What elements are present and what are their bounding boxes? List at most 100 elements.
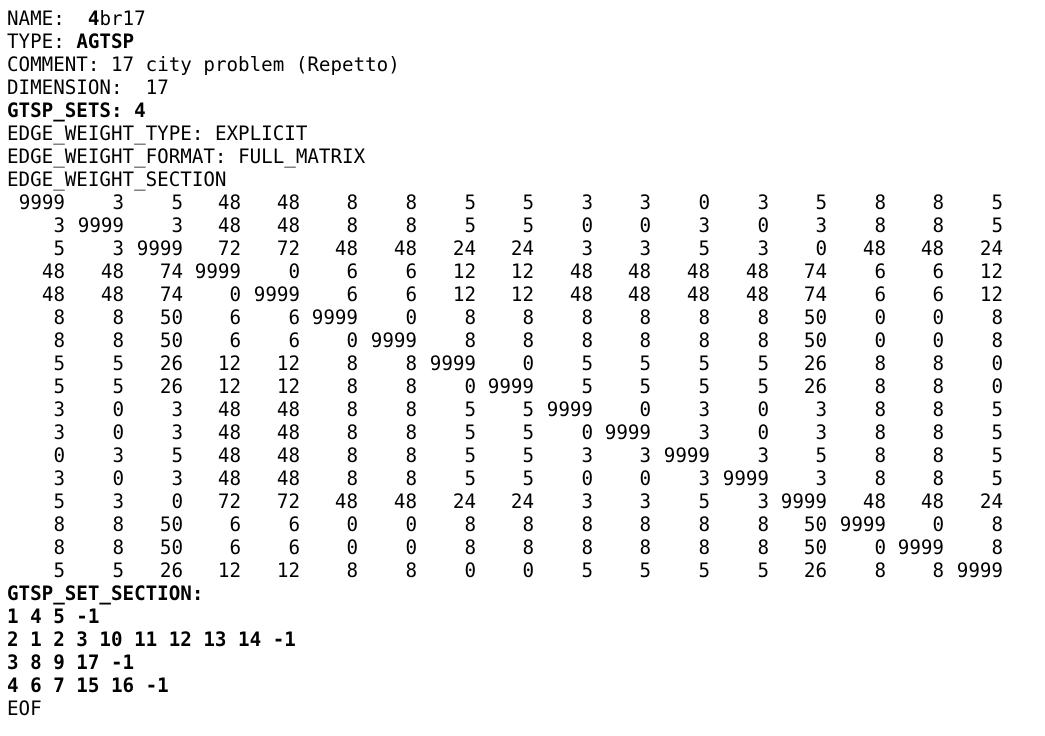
matrix-row: 0 3 5 48 48 8 8 5 5 3 3 9999 3 5 8 8 5 [7, 444, 1003, 467]
matrix-cell: 8 [405, 398, 417, 421]
matrix-cell: 9999 [956, 559, 1003, 582]
matrix-cell: 26 [803, 559, 827, 582]
matrix-cell: 5 [991, 467, 1003, 490]
matrix-cell: 6 [932, 283, 944, 306]
gtsp-sets-value: 4 [134, 99, 146, 122]
matrix-cell: 3 [171, 467, 183, 490]
matrix-cell: 48 [276, 421, 300, 444]
matrix-cell: 48 [100, 260, 124, 283]
matrix-cell: 50 [159, 329, 183, 352]
matrix-cell: 72 [276, 237, 300, 260]
matrix-row: 5 3 0 72 72 48 48 24 24 3 3 5 3 9999 48 48 24 [7, 490, 1003, 513]
matrix-cell: 8 [874, 191, 886, 214]
matrix-cell: 8 [932, 352, 944, 375]
matrix-cell: 50 [159, 536, 183, 559]
matrix-cell: 8 [53, 329, 65, 352]
matrix-cell: 8 [698, 513, 710, 536]
matrix-cell: 6 [405, 283, 417, 306]
edge-weight-type-value: EXPLICIT [214, 122, 308, 145]
matrix-row: 8 8 50 6 6 0 9999 8 8 8 8 8 8 50 0 0 8 [7, 329, 1003, 352]
matrix-cell: 5 [581, 559, 593, 582]
matrix-cell: 48 [41, 260, 65, 283]
matrix-cell: 50 [159, 306, 183, 329]
matrix-cell: 0 [991, 352, 1003, 375]
matrix-cell: 8 [405, 352, 417, 375]
matrix-row: 3 9999 3 48 48 8 8 5 5 0 0 3 0 3 8 8 5 [7, 214, 1003, 237]
matrix-cell: 12 [217, 559, 241, 582]
matrix-cell: 3 [698, 214, 710, 237]
gtsp-sets-label: GTSP_SETS: [7, 99, 123, 122]
edge-weight-format-label: EDGE_WEIGHT_FORMAT: [7, 145, 227, 168]
matrix-cell: 8 [346, 444, 358, 467]
matrix-cell: 3 [112, 444, 124, 467]
edge-weight-type-label: EDGE_WEIGHT_TYPE: [7, 122, 204, 145]
matrix-cell: 5 [522, 191, 534, 214]
matrix-cell: 48 [569, 283, 593, 306]
matrix-cell: 3 [698, 467, 710, 490]
matrix-cell: 6 [405, 260, 417, 283]
matrix-cell: 8 [405, 375, 417, 398]
matrix-cell: 8 [639, 536, 651, 559]
name-value-prefix: 4 [87, 7, 100, 30]
matrix-row: 3 0 3 48 48 8 8 5 5 0 9999 3 0 3 8 8 5 [7, 421, 1003, 444]
matrix-cell: 0 [581, 214, 593, 237]
matrix-cell: 8 [932, 444, 944, 467]
matrix-cell: 8 [112, 536, 124, 559]
comment-line: COMMENT: 17 city problem (Repetto) [7, 53, 400, 76]
matrix-cell: 3 [112, 237, 124, 260]
matrix-cell: 5 [698, 490, 710, 513]
matrix-cell: 9999 [897, 536, 944, 559]
matrix-cell: 24 [979, 237, 1003, 260]
matrix-row: 5 5 26 12 12 8 8 0 9999 5 5 5 5 26 8 8 0 [7, 375, 1003, 398]
matrix-cell: 0 [53, 444, 65, 467]
matrix-cell: 8 [522, 536, 534, 559]
matrix-cell: 0 [874, 329, 886, 352]
matrix-cell: 8 [874, 467, 886, 490]
matrix-cell: 6 [932, 260, 944, 283]
matrix-cell: 8 [757, 329, 769, 352]
matrix-cell: 48 [862, 490, 886, 513]
matrix-cell: 3 [53, 421, 65, 444]
matrix-cell: 8 [991, 306, 1003, 329]
matrix-cell: 3 [53, 467, 65, 490]
matrix-cell: 0 [991, 375, 1003, 398]
edge-weight-type-line: EDGE_WEIGHT_TYPE: EXPLICIT [7, 122, 400, 145]
matrix-cell: 8 [932, 398, 944, 421]
matrix-cell: 6 [229, 536, 241, 559]
matrix-cell: 6 [288, 536, 300, 559]
matrix-cell: 3 [757, 444, 769, 467]
name-line: NAME: 4br17 [7, 7, 400, 30]
matrix-cell: 48 [862, 237, 886, 260]
matrix-cell: 8 [639, 329, 651, 352]
distance-matrix: 9999 3 5 48 48 8 8 5 5 3 3 0 3 5 8 8 5 3 9999 3 48 48 8 8 5 5 0 0 3 0… [7, 191, 1003, 582]
matrix-cell: 12 [979, 283, 1003, 306]
matrix-cell: 5 [171, 444, 183, 467]
matrix-cell: 6 [874, 260, 886, 283]
matrix-cell: 0 [874, 536, 886, 559]
matrix-cell: 0 [639, 398, 651, 421]
matrix-cell: 26 [159, 375, 183, 398]
matrix-cell: 5 [991, 191, 1003, 214]
matrix-cell: 8 [464, 536, 476, 559]
matrix-cell: 8 [346, 559, 358, 582]
matrix-cell: 48 [100, 283, 124, 306]
matrix-cell: 0 [581, 467, 593, 490]
matrix-row: 5 3 9999 72 72 48 48 24 24 3 3 5 3 0 48 48 24 [7, 237, 1003, 260]
matrix-cell: 12 [276, 559, 300, 582]
matrix-cell: 12 [452, 260, 476, 283]
matrix-cell: 8 [581, 513, 593, 536]
matrix-cell: 8 [757, 536, 769, 559]
matrix-row: 9999 3 5 48 48 8 8 5 5 3 3 0 3 5 8 8 5 [7, 191, 1003, 214]
matrix-cell: 50 [803, 536, 827, 559]
matrix-cell: 48 [334, 237, 358, 260]
matrix-cell: 9999 [839, 513, 886, 536]
matrix-cell: 8 [698, 536, 710, 559]
matrix-cell: 5 [53, 237, 65, 260]
matrix-cell: 48 [276, 398, 300, 421]
matrix-cell: 48 [41, 283, 65, 306]
matrix-cell: 3 [757, 490, 769, 513]
matrix-cell: 8 [639, 306, 651, 329]
matrix-cell: 8 [405, 444, 417, 467]
matrix-cell: 8 [346, 214, 358, 237]
matrix-cell: 8 [698, 329, 710, 352]
